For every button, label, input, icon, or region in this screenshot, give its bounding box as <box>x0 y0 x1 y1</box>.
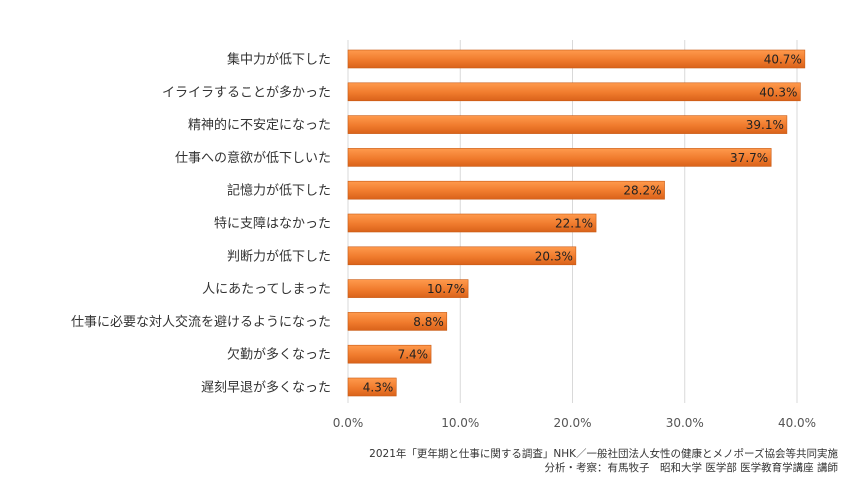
bar <box>347 82 801 102</box>
x-tick-label: 30.0% <box>666 416 704 430</box>
x-tick-label: 10.0% <box>441 416 479 430</box>
value-label: 39.1% <box>746 118 784 132</box>
value-label: 37.7% <box>730 151 768 165</box>
value-label: 28.2% <box>623 184 661 198</box>
value-label: 40.7% <box>764 53 802 67</box>
bar <box>347 279 469 298</box>
bar <box>347 344 432 364</box>
bar <box>347 213 597 233</box>
bar <box>347 115 788 134</box>
category-label: イライラすることが多かった <box>162 84 331 100</box>
value-label: 7.4% <box>398 348 429 362</box>
bars <box>347 49 806 397</box>
x-axis-tick-labels: 0.0% 10.0% 20.0% 30.0% 40.0% <box>333 416 816 430</box>
bar <box>347 148 772 167</box>
category-label: 仕事への意欲が低下しいた <box>175 150 331 166</box>
x-tick-label: 40.0% <box>778 416 816 430</box>
bar <box>347 49 806 69</box>
value-label: 8.8% <box>413 315 444 329</box>
category-label: 人にあたってしまった <box>202 282 331 297</box>
category-label: 特に支障はなかった <box>214 217 331 232</box>
bar <box>347 377 397 397</box>
source-note: 2021年「更年期と仕事に関する調査」NHK／一般社団法人女性の健康とメノポーズ… <box>369 448 838 460</box>
value-label: 20.3% <box>535 249 573 263</box>
value-labels: 40.7% 40.3% 39.1% 37.7% 28.2% 22.1% 20.3% 10.7%… <box>363 53 802 395</box>
value-label: 22.1% <box>555 217 593 231</box>
value-label: 40.3% <box>759 85 797 99</box>
category-label: 集中力が低下した <box>227 52 331 68</box>
category-label: 判断力が低下した <box>227 249 331 264</box>
x-tick-label: 0.0% <box>333 416 364 430</box>
category-label: 記憶力が低下した <box>227 183 331 199</box>
x-tick-label: 20.0% <box>553 416 591 430</box>
category-label: 欠勤が多くなった <box>227 347 331 363</box>
category-labels: 集中力が低下したイライラすることが多かった精神的に不安定になった仕事への意欲が低… <box>71 52 331 396</box>
bar <box>347 246 577 266</box>
bar <box>347 180 665 200</box>
author-note: 分析・考察：有馬牧子 昭和大学 医学部 医学教育学講座 講師 <box>544 462 838 474</box>
value-label: 10.7% <box>427 282 465 296</box>
category-label: 遅刻早退が多くなった <box>201 380 331 396</box>
value-label: 4.3% <box>363 381 394 395</box>
bar <box>347 312 448 331</box>
category-label: 精神的に不安定になった <box>188 117 331 133</box>
category-label: 仕事に必要な対人交流を避けるようになった <box>71 314 331 330</box>
